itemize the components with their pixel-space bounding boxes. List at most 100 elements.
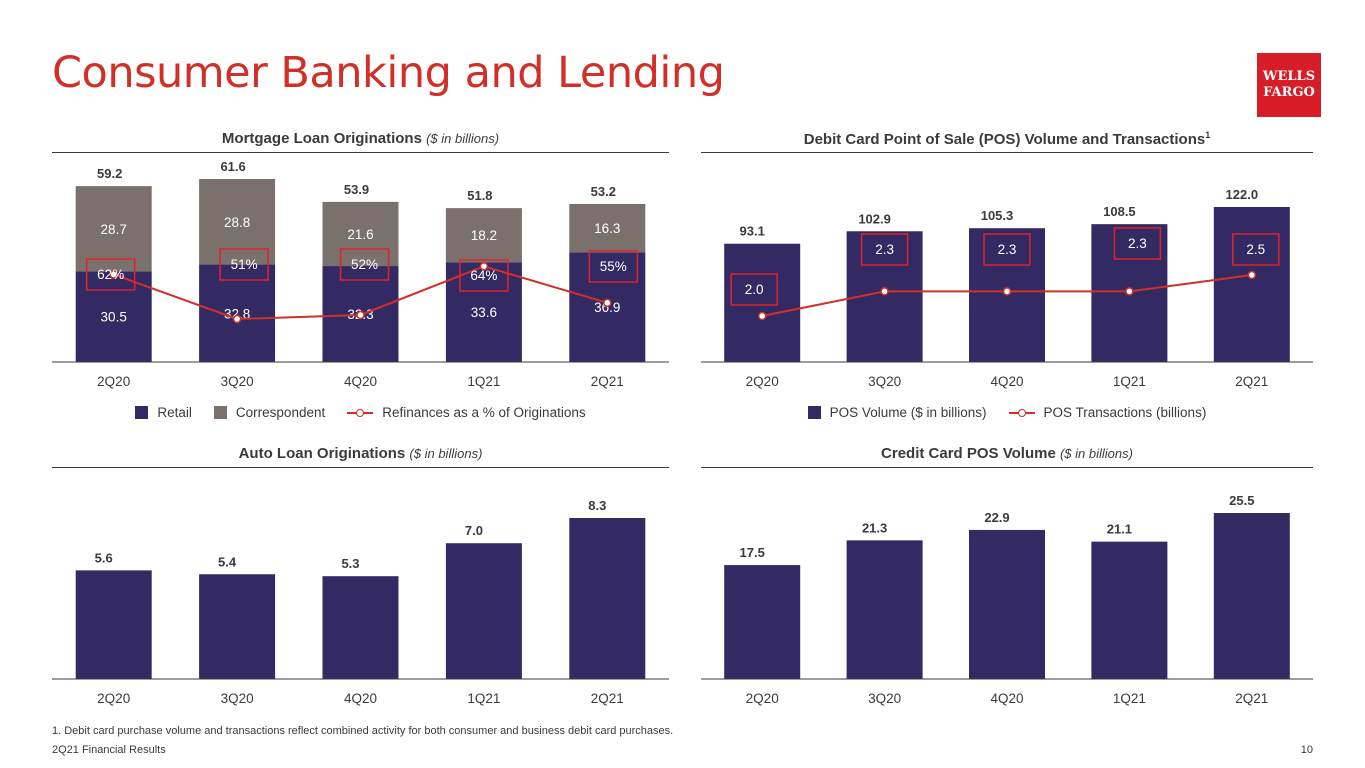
logo-line-1: WELLS: [1262, 69, 1316, 84]
credit-total-label-1q21: 21.1: [1107, 522, 1132, 537]
mortgage-bar-retail-2q21: [569, 252, 646, 362]
legend-item-refinances: Refinances as a % of Originations: [347, 405, 586, 420]
debit-chart-title-text: Debit Card Point of Sale (POS) Volume an…: [803, 131, 1206, 148]
legend-swatch-correspondent: [213, 406, 227, 419]
debit-line-point-1q21: [1125, 287, 1134, 296]
auto-chart-title: Auto Loan Originations ($ in billions): [52, 445, 669, 462]
debit-total-label-2q20: 93.1: [740, 224, 765, 239]
debit-line-label-box-2q21: [1232, 233, 1280, 266]
credit-x-tick-3q20: 3Q20: [868, 691, 901, 706]
credit-chart-panel: Credit Card POS Volume ($ in billions) 1…: [701, 445, 1313, 710]
mortgage-bar-correspondent-4q20: [322, 201, 399, 267]
credit-x-tick-1q21: 1Q21: [1113, 691, 1146, 706]
mortgage-segment-label-1-3q20: 28.8: [224, 215, 250, 230]
legend-line-marker-refinances: [347, 408, 374, 418]
debit-line-label-box-2q20: [730, 273, 778, 306]
mortgage-line-label-1q21: 64%: [470, 268, 497, 283]
debit-line-label-2q21: 2.5: [1246, 242, 1265, 257]
debit-chart-title-footnote-marker: 1: [1205, 130, 1211, 140]
mortgage-x-tick-2q20: 2Q20: [97, 374, 130, 389]
credit-bar-value-4q20: [969, 529, 1045, 679]
debit-x-tick-2q21: 2Q21: [1235, 374, 1268, 389]
auto-x-tick-2q21: 2Q21: [591, 691, 624, 706]
mortgage-line-point-2q21: [603, 298, 612, 308]
auto-bar-value-1q21: [445, 543, 522, 679]
mortgage-total-label-1q21: 51.8: [467, 188, 492, 203]
auto-total-label-4q20: 5.3: [341, 556, 359, 571]
mortgage-total-label-4q20: 53.9: [344, 182, 369, 197]
credit-bar-value-2q20: [724, 565, 801, 679]
auto-chart-rule: [52, 467, 669, 468]
debit-line-label-2q20: 2.0: [745, 282, 764, 297]
credit-bar-value-2q21: [1213, 513, 1290, 679]
credit-chart-rule: [701, 467, 1313, 468]
mortgage-line-label-2q21: 55%: [600, 259, 627, 274]
wells-fargo-logo: WELLS FARGO: [1257, 53, 1321, 117]
credit-total-label-2q20: 17.5: [740, 545, 765, 560]
credit-x-tick-2q20: 2Q20: [746, 691, 779, 706]
auto-total-label-2q21: 8.3: [588, 498, 606, 513]
mortgage-x-tick-3q20: 3Q20: [221, 374, 254, 389]
debit-x-tick-3q20: 3Q20: [868, 374, 901, 389]
credit-total-label-3q20: 21.3: [862, 520, 887, 535]
credit-chart-title-unit: ($ in billions): [1059, 446, 1133, 461]
debit-line-label-3q20: 2.3: [875, 242, 894, 257]
mortgage-segment-label-1-4q20: 21.6: [347, 227, 373, 242]
debit-chart-panel: Debit Card Point of Sale (POS) Volume an…: [701, 130, 1313, 430]
credit-bar-value-3q20: [846, 540, 923, 679]
auto-bar-value-2q21: [569, 518, 646, 679]
auto-total-label-1q21: 7.0: [465, 523, 483, 538]
mortgage-line-label-3q20: 51%: [231, 257, 258, 272]
mortgage-line-label-4q20: 52%: [351, 257, 378, 272]
page-number: 10: [1300, 744, 1313, 756]
mortgage-chart-title-text: Mortgage Loan Originations: [221, 130, 422, 147]
mortgage-chart-legend: Retail Correspondent Refinances as a % o…: [52, 405, 669, 420]
debit-line-label-box-4q20: [983, 233, 1031, 266]
mortgage-line-label-box-4q20: [339, 248, 390, 281]
debit-x-tick-4q20: 4Q20: [990, 374, 1023, 389]
auto-chart-svg: 5.6 2Q20 5.4 3Q20 5.3 4Q20 7.0 1Q21 8.3 2Q21: [52, 498, 669, 706]
mortgage-chart-title-unit: ($ in billions): [426, 131, 500, 146]
credit-chart-title: Credit Card POS Volume ($ in billions): [701, 445, 1313, 462]
credit-bar-value-1q21: [1091, 541, 1168, 679]
footer-left: 2Q21 Financial Results: [52, 744, 166, 756]
mortgage-segment-label-1-2q20: 28.7: [101, 222, 127, 237]
legend-swatch-pos-volume: [807, 406, 821, 419]
debit-total-label-1q21: 108.5: [1103, 204, 1136, 219]
credit-chart-title-text: Credit Card POS Volume: [881, 445, 1056, 462]
debit-line-point-4q20: [1002, 287, 1012, 296]
mortgage-bar-correspondent-1q21: [445, 208, 522, 263]
mortgage-segment-label-1-1q21: 18.2: [471, 228, 497, 243]
mortgage-total-label-3q20: 61.6: [220, 159, 245, 174]
debit-line-label-4q20: 2.3: [998, 242, 1017, 257]
mortgage-segment-label-0-2q20: 30.5: [101, 310, 127, 325]
debit-x-tick-2q20: 2Q20: [746, 374, 779, 389]
auto-bar-value-3q20: [199, 574, 276, 679]
mortgage-bar-retail-1q21: [445, 262, 522, 362]
debit-chart-svg: 93.1 2Q20 102.9 3Q20 105.3 4Q20 108.5 1Q21 122.0…: [701, 187, 1313, 389]
mortgage-segment-label-0-1q21: 33.6: [471, 305, 497, 320]
legend-label-pos-transactions: POS Transactions (billions): [1043, 405, 1207, 420]
auto-x-tick-1q21: 1Q21: [467, 691, 500, 706]
mortgage-x-tick-1q21: 1Q21: [467, 374, 500, 389]
mortgage-line-point-2q20: [109, 270, 118, 279]
debit-x-tick-1q21: 1Q21: [1113, 374, 1146, 389]
debit-line-point-2q21: [1247, 270, 1257, 280]
legend-label-refinances: Refinances as a % of Originations: [382, 405, 586, 420]
auto-chart-panel: Auto Loan Originations ($ in billions) 5…: [52, 445, 669, 710]
mortgage-total-label-2q20: 59.2: [97, 166, 122, 181]
legend-item-pos-volume: POS Volume ($ in billions): [807, 405, 987, 420]
debit-total-label-4q20: 105.3: [981, 208, 1014, 223]
mortgage-total-label-2q21: 53.2: [591, 184, 616, 199]
footnote: 1. Debit card purchase volume and transa…: [52, 725, 674, 737]
auto-bar-value-4q20: [322, 576, 399, 679]
mortgage-line-label-2q20: 62%: [97, 267, 124, 282]
debit-line-label-box-1q21: [1113, 227, 1162, 260]
legend-line-marker-pos-transactions: [1008, 408, 1035, 418]
mortgage-bar-correspondent-2q20: [75, 186, 152, 272]
mortgage-line-label-box-2q21: [588, 250, 639, 283]
legend-item-pos-transactions: POS Transactions (billions): [1008, 405, 1207, 420]
mortgage-chart-rule: [52, 152, 669, 153]
debit-chart-legend: POS Volume ($ in billions) POS Transacti…: [701, 405, 1313, 420]
mortgage-segment-label-1-2q21: 16.3: [594, 221, 620, 236]
